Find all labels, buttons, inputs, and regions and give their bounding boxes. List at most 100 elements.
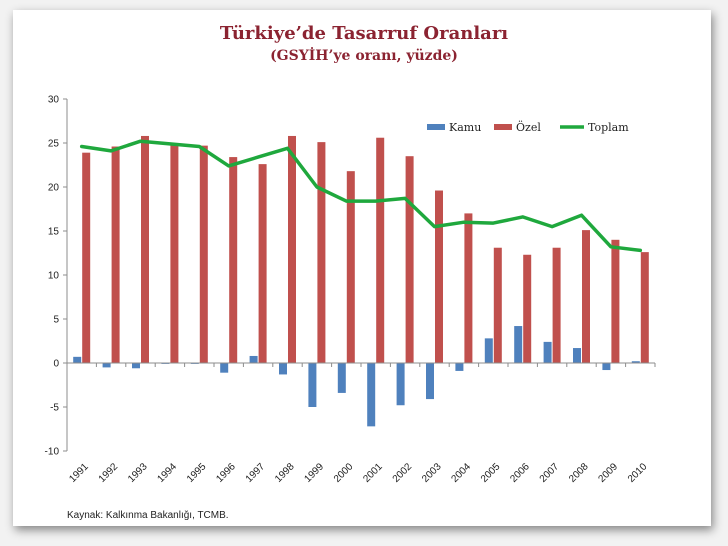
chart-subtitle: (GSYİH’ye oranı, yüzde)	[270, 48, 458, 64]
legend: Kamu Özel Toplam	[427, 120, 629, 134]
line-toplam	[79, 139, 643, 253]
point-toplam-1995	[198, 145, 201, 148]
x-tick-label: 2008	[567, 461, 591, 485]
y-tick-label: 0	[53, 359, 59, 370]
point-toplam-2001	[374, 199, 377, 203]
legend-label-toplam: Toplam	[588, 121, 629, 134]
x-tick-label: 2009	[597, 461, 621, 485]
y-tick-label: -10	[45, 447, 60, 458]
bar-ozel-1999	[317, 142, 326, 363]
point-toplam-2009	[609, 245, 613, 249]
point-toplam-1996	[227, 164, 230, 168]
point-toplam-1991	[80, 145, 83, 148]
bar-kamu-1991	[73, 356, 82, 363]
x-tick-label: 2006	[508, 461, 532, 485]
bar-ozel-2009	[611, 239, 620, 363]
bar-kamu-2007	[543, 341, 552, 363]
y-tick-label: 20	[48, 183, 60, 194]
x-tick-label: 2004	[450, 461, 474, 485]
bar-kamu-2004	[455, 363, 464, 371]
bar-ozel-2001	[376, 137, 385, 363]
bar-kamu-2006	[514, 326, 523, 363]
point-toplam-2002	[403, 197, 407, 200]
x-tick-label: 1997	[244, 461, 268, 485]
bar-kamu-1999	[308, 363, 317, 407]
x-tick-label: 1996	[214, 461, 238, 485]
bar-ozel-2002	[405, 156, 414, 363]
x-tick-label: 1998	[273, 461, 297, 485]
x-tick-label: 1994	[156, 461, 180, 485]
bar-kamu-2002	[396, 363, 405, 406]
y-tick-label: -5	[50, 403, 59, 414]
bar-ozel-1992	[111, 146, 120, 363]
point-toplam-2010	[639, 249, 642, 252]
bar-ozel-1996	[229, 157, 238, 363]
bar-ozel-2005	[493, 247, 502, 363]
bar-ozel-1991	[82, 152, 91, 363]
bar-kamu-1996	[220, 363, 229, 373]
bar-ozel-2000	[346, 171, 355, 363]
bar-ozel-1995	[199, 145, 208, 363]
x-tick-label: 2000	[332, 461, 356, 485]
source-note: Kaynak: Kalkınma Bakanlığı, TCMB.	[67, 510, 229, 521]
point-toplam-1997	[256, 155, 260, 159]
point-toplam-1994	[168, 142, 172, 146]
point-toplam-2006	[521, 215, 524, 219]
bar-ozel-2007	[552, 247, 561, 363]
bar-ozel-1997	[258, 164, 267, 363]
point-toplam-2007	[550, 225, 554, 228]
y-tick-label: 25	[48, 139, 60, 150]
bar-ozel-2010	[640, 252, 649, 363]
slide-card	[13, 10, 711, 526]
legend-label-ozel: Özel	[516, 120, 541, 134]
bar-kamu-2005	[484, 338, 493, 363]
x-tick-label: 2007	[538, 461, 562, 485]
legend-label-kamu: Kamu	[449, 121, 481, 134]
point-toplam-2008	[580, 213, 583, 217]
bar-kamu-2010	[631, 361, 640, 363]
bar-kamu-2000	[337, 363, 346, 393]
y-tick-label: 15	[48, 227, 60, 238]
y-tick-label: 5	[53, 315, 59, 326]
bar-ozel-2004	[464, 213, 473, 363]
x-tick-label: 1991	[67, 461, 91, 485]
bar-kamu-2001	[367, 363, 376, 427]
y-tick-label: 10	[48, 271, 60, 282]
bar-ozel-1998	[288, 135, 296, 363]
chart-title: Türkiye’de Tasarruf Oranları	[219, 23, 509, 44]
bar-kamu-1998	[279, 363, 287, 375]
point-toplam-2003	[433, 225, 436, 228]
point-toplam-2005	[492, 221, 495, 225]
point-toplam-1998	[286, 147, 289, 150]
bar-kamu-1997	[249, 355, 258, 363]
point-toplam-2000	[345, 199, 348, 203]
x-tick-label: 1995	[185, 461, 209, 485]
bar-ozel-1994	[170, 143, 179, 363]
bar-ozel-2006	[523, 254, 532, 363]
x-tick-label: 2003	[420, 461, 444, 485]
x-tick-label: 2002	[391, 461, 415, 485]
bar-ozel-2003	[435, 190, 443, 363]
bar-kamu-2003	[426, 363, 434, 400]
legend-swatch-ozel	[494, 124, 512, 130]
bar-kamu-1993	[132, 363, 140, 369]
bar-ozel-2008	[582, 230, 590, 363]
legend-swatch-kamu	[427, 124, 445, 130]
y-tick-label: 30	[48, 95, 60, 106]
point-toplam-1992	[109, 149, 113, 153]
bar-kamu-1992	[102, 363, 111, 368]
point-toplam-1999	[315, 185, 319, 189]
point-toplam-1993	[139, 140, 142, 143]
x-tick-label: 1993	[126, 461, 150, 485]
point-toplam-2004	[462, 221, 466, 224]
bar-kamu-2009	[602, 363, 611, 371]
x-tick-label: 2005	[479, 461, 503, 485]
x-tick-label: 1999	[303, 461, 327, 485]
x-tick-label: 1992	[97, 461, 121, 485]
bar-ozel-1993	[141, 135, 149, 363]
x-tick-label: 2010	[626, 461, 650, 485]
bar-kamu-2008	[573, 348, 581, 363]
